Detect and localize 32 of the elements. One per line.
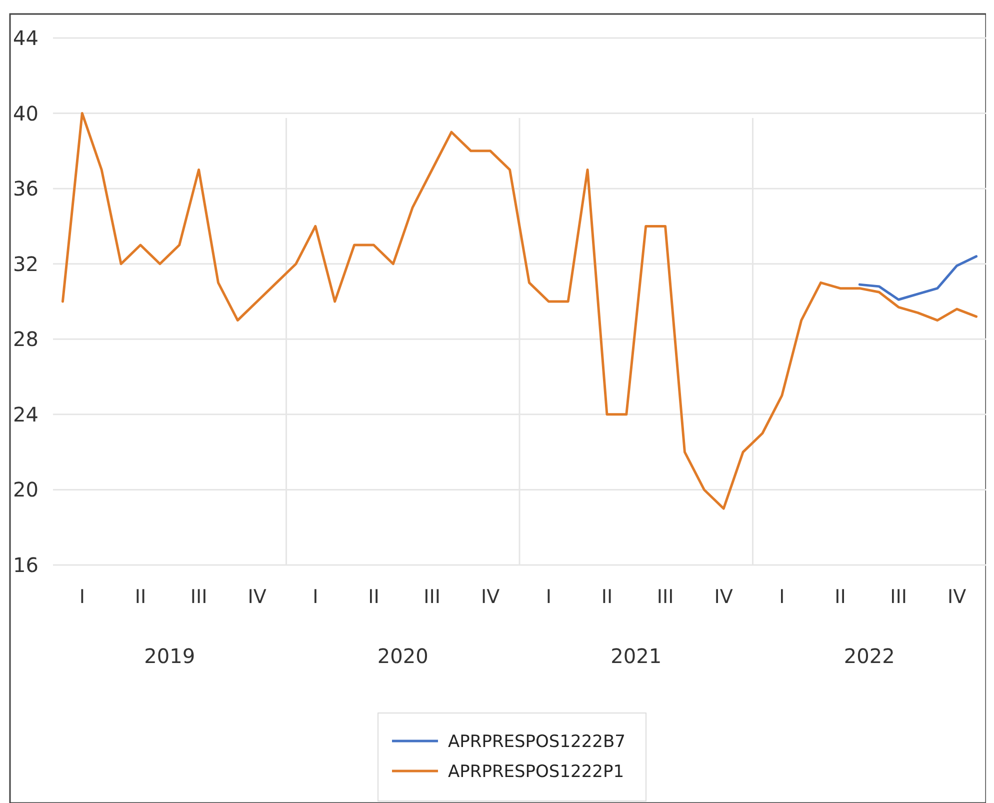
y-tick-label: 40 [13, 101, 38, 126]
x-tick-label: II [834, 586, 846, 608]
x-tick-label: IV [948, 586, 966, 608]
x-tick-label: I [312, 586, 318, 608]
y-tick-label: 44 [13, 26, 38, 50]
x-tick-label: III [424, 586, 440, 608]
text: 2021 [610, 644, 662, 668]
y-tick-label: 20 [13, 478, 38, 502]
x-tick-label: III [890, 586, 907, 608]
y-tick-label: 36 [13, 176, 38, 201]
line-series [858, 255, 978, 301]
x-tick-label: IV [481, 586, 500, 608]
text: 2019 [144, 644, 196, 668]
x-tick-label: III [656, 586, 674, 608]
x-tick-label: IV [248, 586, 266, 608]
x-tick-label: III [190, 586, 208, 608]
legend-label: APRPRESPOS1222P1 [448, 762, 624, 782]
y-tick-label: 32 [13, 252, 38, 276]
x-tick-label: IV [714, 586, 733, 608]
x-tick-label: II [368, 586, 380, 608]
x-tick-label: II [601, 586, 613, 608]
x-tick-label: I [546, 586, 552, 608]
text: 2020 [377, 644, 428, 668]
x-tick-label: I [779, 586, 785, 608]
line-series [61, 112, 978, 510]
text: 2022 [844, 644, 895, 668]
y-tick-label: 28 [13, 327, 38, 352]
x-tick-label: II [134, 586, 146, 608]
y-tick-label: 16 [13, 553, 38, 577]
legend-label: APRPRESPOS1222B7 [448, 732, 626, 752]
x-tick-label: I [79, 586, 85, 608]
y-tick-label: 24 [13, 402, 38, 426]
